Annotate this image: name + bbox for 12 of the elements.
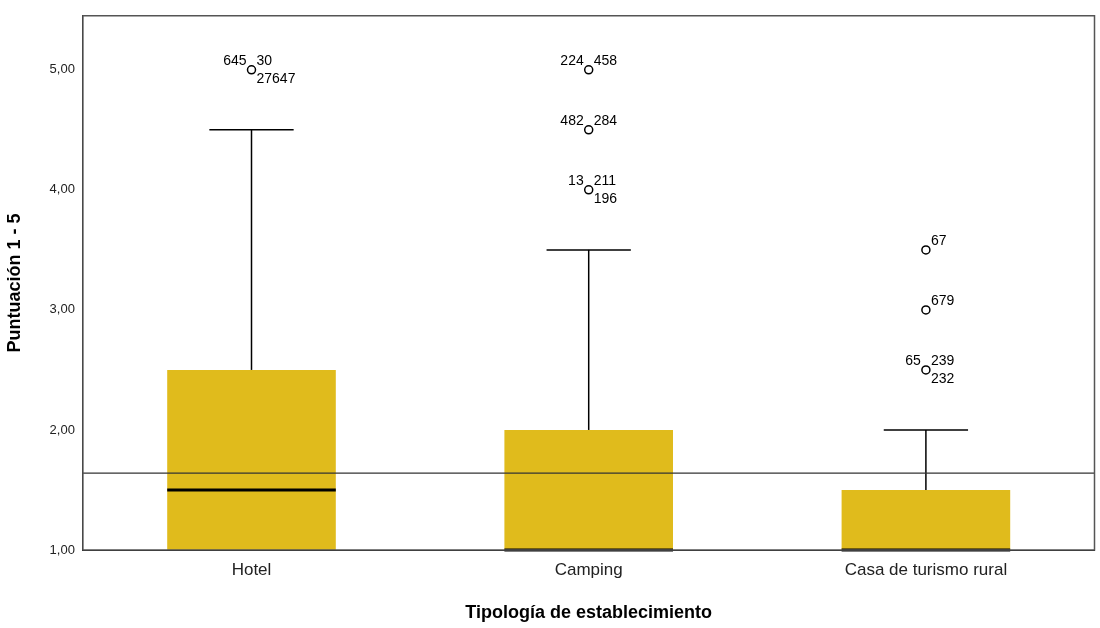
y-axis-title: Puntuación 1 - 5: [3, 213, 24, 353]
annotation: 679: [930, 291, 955, 308]
x-tick-label: Hotel: [231, 559, 272, 579]
y-tick-label: 2,00: [49, 421, 75, 437]
annotation: 67: [930, 231, 947, 248]
y-tick-label: 1,00: [49, 541, 75, 557]
y-tick-label: 5,00: [49, 61, 75, 77]
y-tick-label: 3,00: [49, 301, 75, 317]
y-tick-label: 4,00: [49, 181, 75, 197]
x-tick-label: Camping: [554, 559, 623, 579]
x-tick-label: Casa de turismo rural: [844, 559, 1008, 579]
x-axis-title: Tipología de establecimiento: [465, 602, 713, 623]
